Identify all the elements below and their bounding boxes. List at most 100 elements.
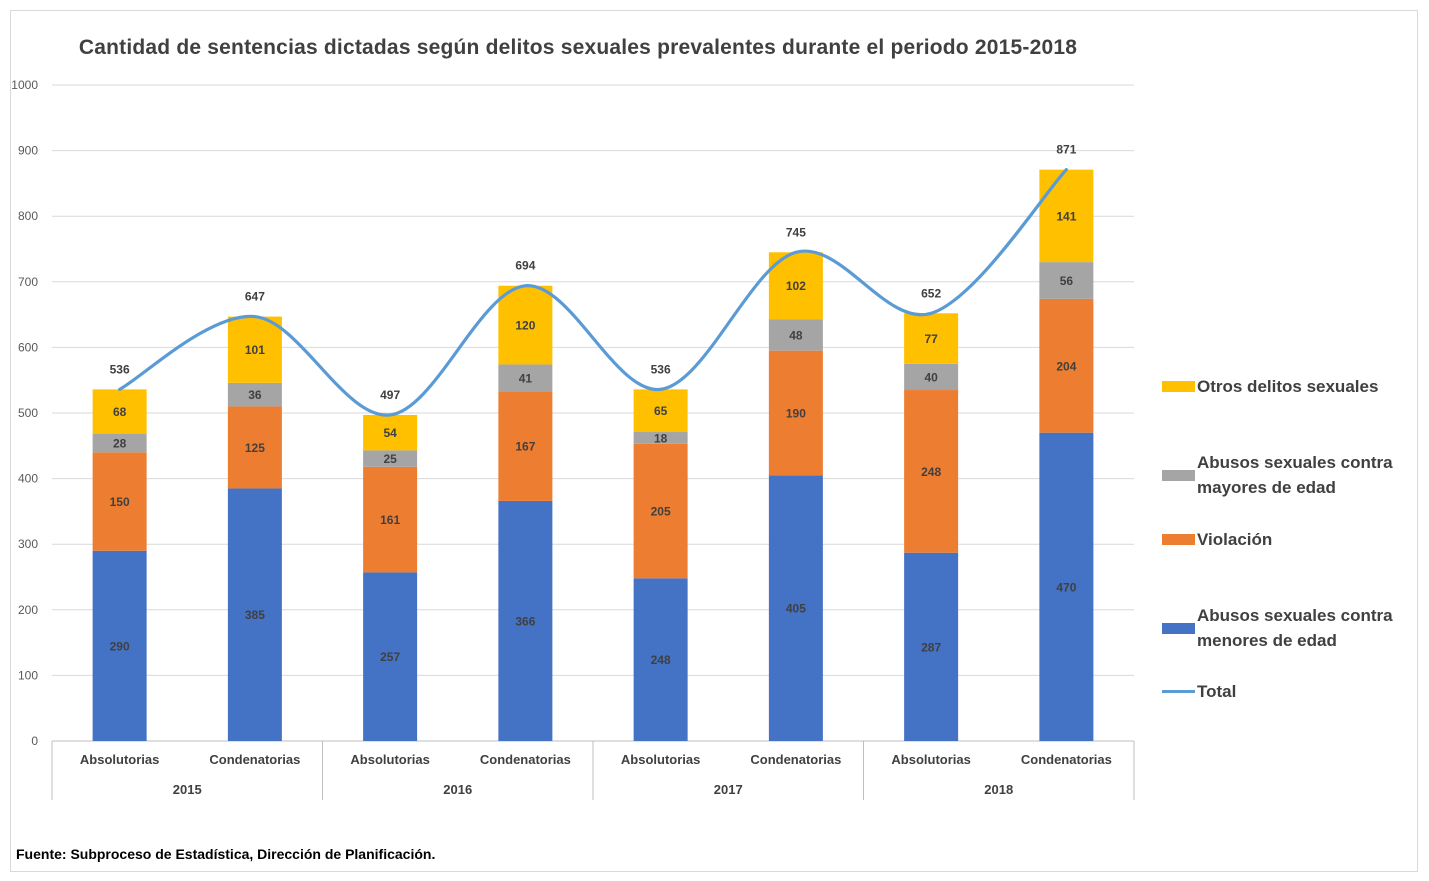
data-label: 248 xyxy=(921,465,941,479)
bar-segment-3 xyxy=(1039,262,1094,299)
x-category-label: Condenatorias xyxy=(480,752,571,767)
bar-segment-2 xyxy=(92,452,147,551)
x-category-label: Absolutorias xyxy=(621,752,700,767)
bar-segment-4 xyxy=(227,316,282,383)
bar-segment-1 xyxy=(227,488,282,741)
data-label: 141 xyxy=(1056,209,1076,223)
x-category-label: Absolutorias xyxy=(350,752,429,767)
bar-segment-2 xyxy=(904,390,959,553)
x-category-label: Condenatorias xyxy=(1021,752,1112,767)
x-category-label: Absolutorias xyxy=(80,752,159,767)
data-label: 205 xyxy=(651,505,671,519)
x-category-label: Condenatorias xyxy=(750,752,841,767)
y-tick-label: 700 xyxy=(18,275,38,289)
bar-segment-3 xyxy=(92,433,147,453)
data-label: 366 xyxy=(515,614,535,628)
legend-item-menores: Abusos sexuales contra menores de edad xyxy=(1162,603,1407,653)
total-line xyxy=(118,168,1068,417)
bar-segment-2 xyxy=(498,391,553,501)
bar-segment-1 xyxy=(633,578,688,741)
data-label: 257 xyxy=(380,650,400,664)
y-tick-label: 600 xyxy=(18,340,38,354)
data-label: 68 xyxy=(113,405,127,419)
data-label: 36 xyxy=(248,388,262,402)
chart-legend: Otros delitos sexuales Abusos sexuales c… xyxy=(1162,0,1422,881)
legend-label-violacion: Violación xyxy=(1197,530,1273,549)
data-label: 54 xyxy=(383,426,397,440)
bar-segment-4 xyxy=(633,389,688,433)
data-label: 385 xyxy=(245,608,265,622)
total-label: 745 xyxy=(786,225,806,239)
bar-segment-3 xyxy=(498,364,553,392)
data-label: 41 xyxy=(519,371,533,385)
bar-segment-2 xyxy=(1039,298,1094,433)
bar-segment-3 xyxy=(363,450,418,467)
data-label: 25 xyxy=(383,452,397,466)
total-label: 647 xyxy=(245,290,265,304)
bar-segment-3 xyxy=(633,432,688,444)
total-label: 652 xyxy=(921,286,941,300)
legend-swatch-mayores xyxy=(1162,469,1195,481)
bar-segment-2 xyxy=(363,466,418,573)
data-label: 28 xyxy=(113,437,127,451)
data-label: 102 xyxy=(786,279,806,293)
bar-segment-4 xyxy=(363,414,418,451)
data-label: 65 xyxy=(654,404,668,418)
x-group-label: 2017 xyxy=(714,782,743,797)
y-tick-label: 300 xyxy=(18,537,38,551)
bar-segment-2 xyxy=(768,350,823,476)
data-label: 77 xyxy=(924,332,938,346)
x-group-label: 2015 xyxy=(173,782,202,797)
data-label: 470 xyxy=(1056,580,1076,594)
x-category-label: Absolutorias xyxy=(891,752,970,767)
y-tick-label: 900 xyxy=(18,144,38,158)
bar-segment-2 xyxy=(633,443,688,579)
bar-segment-3 xyxy=(768,319,823,351)
legend-item-total: Total xyxy=(1162,679,1407,704)
bar-segment-4 xyxy=(92,389,147,434)
legend-swatch-menores xyxy=(1162,622,1195,634)
bar-segment-1 xyxy=(92,550,147,741)
data-label: 40 xyxy=(924,370,938,384)
bar-segment-1 xyxy=(498,500,553,741)
data-label: 120 xyxy=(515,319,535,333)
legend-label-mayores: Abusos sexuales contra mayores de edad xyxy=(1197,453,1393,497)
bar-segment-3 xyxy=(227,382,282,407)
legend-item-violacion: Violación xyxy=(1162,527,1407,552)
y-tick-label: 100 xyxy=(18,668,38,682)
data-label: 190 xyxy=(786,407,806,421)
y-tick-label: 200 xyxy=(18,603,38,617)
data-label: 167 xyxy=(515,440,535,454)
bar-segment-3 xyxy=(904,363,959,391)
data-label: 150 xyxy=(110,495,130,509)
x-group-label: 2016 xyxy=(443,782,472,797)
data-label: 290 xyxy=(110,639,130,653)
chart-frame xyxy=(10,10,1418,872)
total-label: 536 xyxy=(110,362,130,376)
legend-swatch-violacion xyxy=(1162,534,1195,545)
bar-segment-4 xyxy=(498,285,553,365)
data-label: 125 xyxy=(245,441,265,455)
data-label: 101 xyxy=(245,343,265,357)
total-label: 871 xyxy=(1056,143,1076,157)
data-label: 18 xyxy=(654,431,668,445)
total-label: 536 xyxy=(651,362,671,376)
data-label: 287 xyxy=(921,640,941,654)
bar-segment-2 xyxy=(227,406,282,489)
bar-segment-1 xyxy=(363,572,418,741)
source-note: Fuente: Subproceso de Estadística, Direc… xyxy=(16,846,436,862)
legend-label-otros: Otros delitos sexuales xyxy=(1197,377,1379,396)
data-label: 161 xyxy=(380,513,400,527)
data-label: 56 xyxy=(1060,274,1074,288)
x-group-label: 2018 xyxy=(984,782,1013,797)
bar-segment-1 xyxy=(1039,432,1094,741)
legend-label-total: Total xyxy=(1197,682,1237,701)
total-label: 497 xyxy=(380,388,400,402)
data-label: 48 xyxy=(789,328,803,342)
y-tick-label: 500 xyxy=(18,406,38,420)
data-label: 248 xyxy=(651,653,671,667)
y-tick-label: 400 xyxy=(18,472,38,486)
total-label: 694 xyxy=(515,259,535,273)
y-tick-label: 0 xyxy=(31,734,38,748)
legend-item-mayores: Abusos sexuales contra mayores de edad xyxy=(1162,450,1407,500)
